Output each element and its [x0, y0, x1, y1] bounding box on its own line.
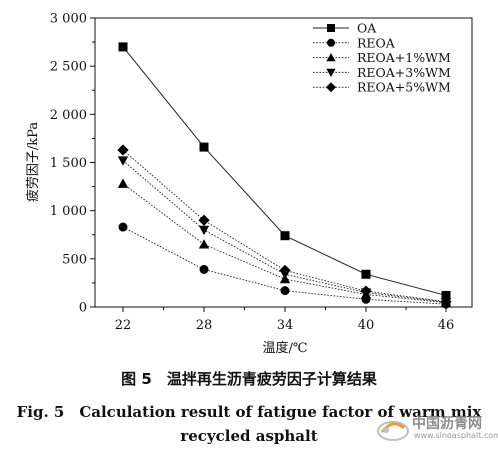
data-point-marker [361, 269, 371, 279]
series-reoa-5-wm [117, 144, 452, 308]
data-point-marker [118, 222, 128, 232]
data-point-marker [199, 264, 209, 274]
data-point-marker [117, 144, 129, 156]
data-point-marker [440, 296, 452, 308]
x-tick-label: 40 [358, 318, 375, 333]
watermark-logo-icon [377, 421, 409, 441]
y-axis-title: 疲劳因子/kPa [25, 122, 41, 202]
y-tick-label: 0 [79, 301, 87, 316]
data-point-marker [117, 156, 129, 166]
data-point-marker [118, 42, 128, 52]
y-axis-ticks: 0 500 1 000 1 500 2 000 2 500 3 000 [50, 12, 95, 316]
series-line [122, 226, 447, 305]
y-tick-label: 1 000 [50, 204, 87, 219]
y-tick-label: 500 [62, 252, 87, 267]
y-tick-label: 2 500 [50, 60, 87, 75]
x-axis-ticks: 22 28 34 40 46 [115, 307, 455, 333]
y-tick-label: 3 000 [50, 12, 87, 27]
x-tick-label: 46 [438, 318, 455, 333]
legend-label: OA [357, 21, 377, 36]
series-oa [118, 42, 451, 300]
x-tick-label: 34 [277, 318, 294, 333]
data-point-marker [280, 231, 290, 241]
fatigue-factor-chart: 0 500 1 000 1 500 2 000 2 500 3 000 22 28 34 40 46… [25, 12, 473, 356]
watermark-url: www.sinoasphalt.com [414, 431, 498, 440]
x-axis-title: 温度/℃ [263, 340, 308, 356]
legend-marker [326, 82, 336, 93]
data-point-marker [280, 286, 290, 296]
figure-caption-english: Fig. 5 Calculation result of fatigue fac… [0, 400, 498, 448]
data-point-marker [198, 225, 210, 236]
legend-marker [327, 38, 335, 47]
watermark-text: 中国沥青网 [412, 416, 482, 432]
legend-marker [326, 68, 336, 77]
legend-label: REOA+1%WM [357, 50, 451, 65]
series-group [117, 42, 452, 309]
data-point-marker [441, 290, 451, 300]
legend-marker [327, 24, 335, 32]
x-tick-label: 22 [115, 318, 132, 333]
data-point-marker [117, 178, 129, 188]
x-tick-label: 28 [196, 318, 213, 333]
series-line [122, 183, 447, 304]
y-tick-label: 2 000 [50, 108, 87, 123]
data-point-marker [279, 264, 291, 277]
data-point-marker [198, 214, 210, 226]
legend-marker [326, 53, 336, 62]
y-tick-label: 1 500 [50, 156, 87, 171]
legend-label: REOA+3%WM [357, 65, 451, 80]
data-point-marker [199, 142, 209, 152]
data-point-marker [360, 285, 372, 297]
legend-label: REOA [357, 35, 396, 50]
figure-caption-english-line-2: recycled asphalt [180, 427, 318, 445]
data-point-marker [198, 239, 210, 249]
figure-caption-chinese: 图 5 温拌再生沥青疲劳因子计算结果 [121, 370, 377, 388]
legend-label: REOA+5%WM [357, 80, 451, 95]
figure-caption-english-line-1: Fig. 5 Calculation result of fatigue fac… [16, 403, 482, 421]
